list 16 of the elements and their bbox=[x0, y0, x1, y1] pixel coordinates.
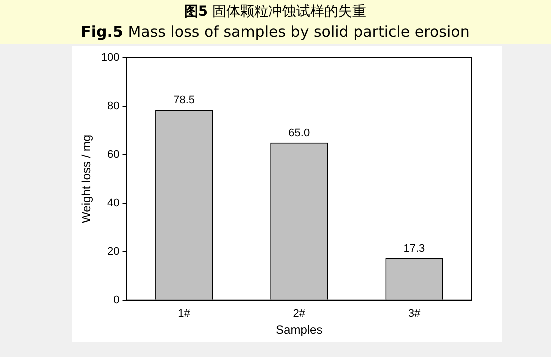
y-tick-label: 0 bbox=[114, 294, 120, 306]
data-label: 78.5 bbox=[174, 94, 196, 107]
chart-title: 图5 固体颗粒冲蚀试样的失重 bbox=[183, 3, 368, 22]
y-tick-label: 40 bbox=[108, 197, 120, 210]
x-axis-title: Samples bbox=[276, 323, 323, 338]
data-label: 65.0 bbox=[288, 127, 310, 140]
data-label: 17.3 bbox=[404, 242, 426, 255]
y-axis-title: Weight loss / mg bbox=[80, 134, 94, 224]
y-tick-label: 100 bbox=[101, 52, 120, 64]
x-tick-label: 3# bbox=[408, 308, 422, 320]
chart-subtitle: Fig.5 Mass loss of samples by solid particle erosion bbox=[80, 22, 471, 42]
x-tick-label: 1# bbox=[178, 308, 192, 320]
y-tick-label: 80 bbox=[108, 100, 120, 113]
y-tick-label: 20 bbox=[108, 246, 120, 258]
y-tick-label: 60 bbox=[108, 148, 120, 161]
x-tick-label: 2# bbox=[293, 308, 306, 320]
